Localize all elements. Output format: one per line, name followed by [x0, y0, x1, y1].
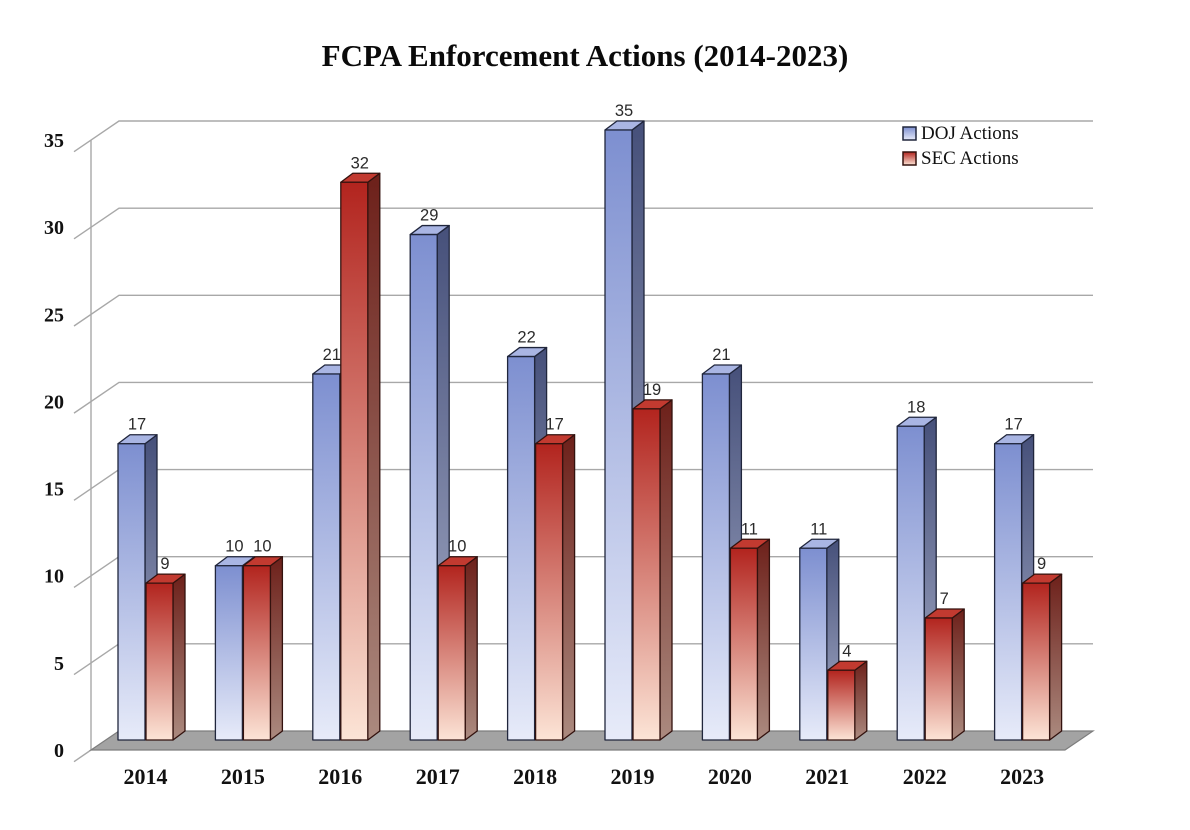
bar-sec-2015: 10: [242, 538, 284, 741]
x-category-label-2020: 2020: [708, 764, 752, 789]
legend-swatch-doj-icon: [902, 126, 917, 141]
bar-side-face: [464, 556, 478, 741]
data-label-sec-2023: 9: [1037, 555, 1046, 573]
x-category-label-2023: 2023: [1000, 764, 1044, 789]
y-tick-label-25: 25: [44, 304, 64, 326]
data-label-doj-2018: 22: [517, 329, 535, 347]
bar-front-face: [1021, 582, 1051, 741]
x-category-label-2014: 2014: [124, 764, 168, 789]
bar-front-face: [214, 565, 244, 741]
bar-front-face: [799, 547, 828, 741]
bar-front-face: [534, 443, 564, 741]
bar-side-face: [854, 660, 868, 741]
legend-swatch-sec-icon: [902, 151, 917, 166]
data-label-sec-2017: 10: [448, 538, 466, 556]
chart-title: FCPA Enforcement Actions (2014-2023): [322, 38, 849, 73]
x-category-label-2019: 2019: [611, 764, 655, 789]
gridline-0-tick: [73, 749, 92, 763]
bar-side-face: [172, 573, 186, 741]
bar-side-face: [269, 556, 284, 741]
legend-item-doj: DOJ Actions: [902, 123, 1019, 144]
bar-doj-2022: 18: [896, 398, 937, 741]
bar-sec-2022: 7: [924, 590, 965, 741]
data-label-sec-2020: 11: [741, 520, 758, 538]
bar-front-face: [896, 425, 925, 741]
x-category-label-2021: 2021: [805, 764, 849, 789]
plot-area: 17 9 10 10 21 32 29 10 22 17 35 19 21 11 11 4 18 7 17 9 0 5 10…: [44, 102, 1095, 789]
bar-front-face: [632, 408, 661, 741]
data-label-doj-2015: 10: [225, 538, 243, 556]
bar-sec-2017: 10: [437, 538, 478, 741]
data-label-sec-2016: 32: [351, 154, 369, 172]
y-tick-label-10: 10: [44, 566, 64, 588]
data-label-sec-2019: 19: [643, 381, 661, 399]
bar-side-face: [659, 399, 673, 741]
bar-sec-2020: 11: [729, 520, 771, 741]
bar-front-face: [924, 617, 953, 741]
data-label-doj-2014: 17: [128, 416, 146, 434]
data-label-doj-2021: 11: [810, 520, 827, 538]
bar-front-face: [242, 565, 272, 741]
data-label-doj-2020: 21: [712, 346, 730, 364]
bar-front-face: [117, 443, 146, 741]
bar-side-face: [756, 538, 771, 741]
gridline-30: [73, 207, 1093, 240]
y-tick-label-5: 5: [54, 653, 64, 675]
bar-front-face: [604, 129, 633, 741]
x-category-label-2018: 2018: [513, 764, 557, 789]
y-tick-label-15: 15: [44, 479, 64, 501]
bar-front-face: [701, 373, 731, 741]
bar-side-face: [951, 608, 965, 741]
bar-doj-2017: 29: [409, 207, 450, 741]
bar-front-face: [409, 233, 438, 741]
legend-item-sec: SEC Actions: [902, 148, 1019, 169]
bar-front-face: [729, 547, 759, 741]
y-tick-label-35: 35: [44, 130, 64, 152]
data-label-sec-2018: 17: [545, 416, 563, 434]
bar-sec-2023: 9: [1021, 555, 1063, 741]
x-category-label-2017: 2017: [416, 764, 460, 789]
gridline-25: [73, 294, 1093, 327]
bar-side-face: [561, 434, 576, 741]
bar-front-face: [506, 355, 536, 741]
bar-front-face: [340, 181, 369, 741]
chart-legend: DOJ Actions SEC Actions: [902, 123, 1019, 169]
y-tick-label-30: 30: [44, 217, 64, 239]
x-category-label-2016: 2016: [318, 764, 362, 789]
data-label-doj-2023: 17: [1004, 416, 1022, 434]
y-tick-label-20: 20: [44, 391, 64, 413]
bar-front-face: [312, 373, 341, 741]
bar-sec-2016: 32: [340, 154, 381, 741]
data-label-doj-2017: 29: [420, 207, 438, 225]
bar-sec-2018: 17: [534, 416, 576, 741]
x-category-label-2015: 2015: [221, 764, 265, 789]
data-label-doj-2022: 18: [907, 398, 925, 416]
bar-front-face: [145, 582, 174, 741]
data-label-doj-2016: 21: [323, 346, 341, 364]
bar-front-face: [993, 443, 1023, 741]
bar-side-face: [367, 172, 381, 741]
gridline-20: [73, 381, 1093, 414]
data-label-sec-2021: 4: [842, 642, 851, 660]
legend-label-sec: SEC Actions: [921, 148, 1019, 169]
bar-sec-2021: 4: [827, 642, 868, 741]
bar-sec-2019: 19: [632, 381, 673, 741]
data-label-sec-2014: 9: [160, 555, 169, 573]
bar-front-face: [437, 565, 466, 741]
x-category-label-2022: 2022: [903, 764, 947, 789]
bar-front-face: [827, 669, 856, 741]
legend-label-doj: DOJ Actions: [921, 123, 1019, 144]
bar-doj-2014: 17: [117, 416, 158, 741]
gridline-15: [73, 468, 1093, 501]
data-label-sec-2022: 7: [940, 590, 949, 608]
bar-side-face: [1048, 573, 1063, 741]
gridline-35: [73, 120, 1093, 153]
y-tick-label-0: 0: [54, 740, 64, 762]
data-label-doj-2019: 35: [615, 102, 633, 120]
data-label-sec-2015: 10: [253, 538, 271, 556]
bar-sec-2014: 9: [145, 555, 186, 741]
